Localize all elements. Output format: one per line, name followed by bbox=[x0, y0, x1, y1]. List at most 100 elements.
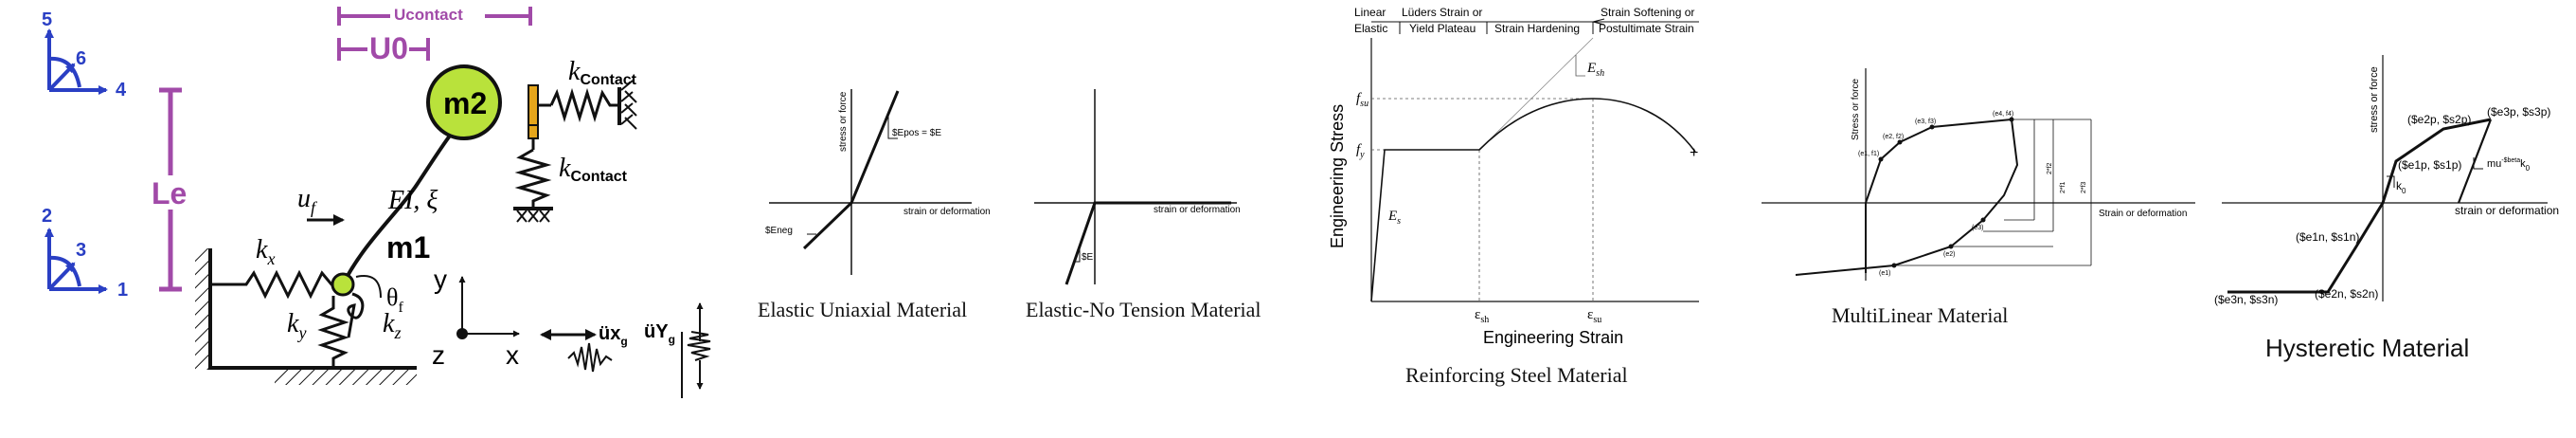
steel-h-yield: Yield Plateau bbox=[1409, 22, 1476, 35]
steel-h-elastic: Elastic bbox=[1354, 22, 1387, 35]
steel-panel: Linear Elastic Lüders Strain or Yield Pl… bbox=[1328, 6, 1699, 387]
global-axes bbox=[456, 276, 520, 339]
ent-e-label: $E bbox=[1082, 252, 1094, 263]
hy-k0-label: k0 bbox=[2396, 179, 2406, 195]
ent-xlabel: strain or deformation bbox=[1154, 205, 1241, 215]
contact-spring-vertical bbox=[513, 124, 553, 223]
steel-es-label: Es bbox=[1387, 209, 1401, 227]
hy-k0-triangle bbox=[2387, 175, 2395, 188]
ent-caption: Elastic-No Tension Material bbox=[1026, 298, 1261, 321]
uyg-label: üYg bbox=[644, 321, 675, 346]
ml-xlabel: Strain or deformation bbox=[2099, 209, 2187, 219]
kz-label: kz bbox=[383, 309, 401, 342]
steel-curve bbox=[1370, 98, 1696, 302]
axis-label-1: 1 bbox=[117, 280, 128, 301]
kz-spring bbox=[347, 292, 365, 338]
m2-label: m2 bbox=[443, 86, 487, 120]
m1-node bbox=[331, 272, 355, 297]
ml-neg-e2: (e2) bbox=[1943, 251, 1955, 258]
m1-label: m1 bbox=[386, 230, 430, 265]
steel-ylabel: Engineering Stress bbox=[1328, 104, 1347, 248]
steel-caption: Reinforcing Steel Material bbox=[1405, 363, 1628, 387]
elastic-eneg-label: $Eneg bbox=[765, 226, 793, 236]
steel-fy-label: fy bbox=[1356, 142, 1365, 160]
hy-n1: ($e1n, $s1n) bbox=[2296, 230, 2359, 244]
axis-label-2: 2 bbox=[42, 206, 52, 227]
ml-unload-branch bbox=[1795, 119, 2019, 276]
ml-neg-e3: (e3) bbox=[1972, 225, 1983, 231]
contact-spring-horizontal bbox=[528, 80, 637, 130]
hysteretic-panel: stress or force strain or deformation ($… bbox=[2214, 55, 2559, 362]
hy-p1: ($e1p, $s1p) bbox=[2398, 158, 2461, 172]
steel-eps-sh-label: εsh bbox=[1475, 307, 1489, 325]
hy-mu-triangle bbox=[2473, 157, 2483, 170]
ml-caption: MultiLinear Material bbox=[1832, 303, 2008, 327]
ml-pt-e1: (e1, f1) bbox=[1858, 151, 1879, 157]
elastic-caption: Elastic Uniaxial Material bbox=[758, 298, 967, 321]
ucontact-label: Ucontact bbox=[394, 6, 463, 24]
steel-xlabel: Engineering Strain bbox=[1483, 328, 1623, 347]
kcontact-bottom-label: kContact bbox=[559, 154, 628, 185]
theta-arrow bbox=[355, 275, 382, 299]
ml-pt-e3: (e3, f3) bbox=[1915, 119, 1936, 125]
hy-caption: Hysteretic Material bbox=[2265, 334, 2469, 362]
steel-esh-label: Esh bbox=[1586, 61, 1604, 79]
axis-label-4: 4 bbox=[116, 80, 127, 100]
axis-label-3: 3 bbox=[76, 240, 86, 261]
m2-mass bbox=[426, 64, 502, 140]
steel-eps-su-label: εsu bbox=[1587, 307, 1601, 325]
ent-panel: strain or deformation $E Elastic-No Tens… bbox=[1026, 89, 1261, 321]
steel-h-postult: Postultimate Strain bbox=[1599, 22, 1694, 35]
ky-label: ky bbox=[287, 309, 306, 342]
steel-h-linear: Linear bbox=[1354, 6, 1386, 19]
ml-points bbox=[1878, 117, 2014, 268]
ground-motion-y bbox=[681, 302, 711, 398]
ml-ylabel: Stress or force bbox=[1851, 79, 1861, 140]
model-panel: 5 6 4 2 3 1 Le Ucontact bbox=[42, 4, 711, 398]
ml-dim-f2: 2*f2 bbox=[2047, 162, 2053, 174]
hy-p3: ($e3p, $s3p) bbox=[2487, 105, 2550, 119]
steel-h-luders: Lüders Strain or bbox=[1402, 6, 1482, 19]
hy-envelope bbox=[2227, 118, 2492, 294]
u0-label: U0 bbox=[369, 31, 408, 65]
le-label: Le bbox=[152, 176, 187, 210]
theta-label: θf bbox=[386, 283, 403, 316]
uxg-label: üxg bbox=[599, 323, 628, 348]
elastic-ylabel: stress or force bbox=[838, 91, 849, 152]
elastic-epos-label: $Epos = $E bbox=[892, 128, 941, 138]
kx-label: kx bbox=[256, 235, 275, 268]
elastic-panel: stress or force strain or deformation $E… bbox=[758, 89, 991, 321]
steel-region-header bbox=[1371, 18, 1699, 34]
uf-label: uf bbox=[297, 184, 318, 217]
axes-rotation-bottom bbox=[45, 228, 108, 294]
steel-h-hardening: Strain Hardening bbox=[1494, 22, 1580, 35]
ground-support bbox=[210, 366, 417, 385]
hy-unload bbox=[2457, 119, 2493, 204]
ml-pos-branch bbox=[1865, 119, 2012, 204]
hy-n3: ($e3n, $s3n) bbox=[2214, 293, 2278, 306]
elastic-epos-triangle bbox=[887, 114, 898, 139]
axis-x-label: x bbox=[506, 340, 519, 370]
axis-y-label: y bbox=[434, 265, 447, 294]
ent-e-triangle bbox=[1074, 248, 1081, 263]
steel-h-softening: Strain Softening or bbox=[1601, 6, 1694, 19]
ent-curve bbox=[1064, 201, 1231, 285]
hy-n2: ($e2n, $s2n) bbox=[2315, 287, 2378, 301]
ml-dim-f1: 2*f1 bbox=[2060, 181, 2066, 193]
elastic-curve bbox=[802, 90, 900, 250]
axis-label-6: 6 bbox=[76, 48, 86, 69]
multilinear-panel: (e1, f1) (e2, f2) (e3, f3) (e4, f4) (e3)… bbox=[1762, 68, 2195, 327]
axis-label-5: 5 bbox=[42, 9, 52, 30]
elastic-xlabel: strain or deformation bbox=[903, 207, 991, 217]
steel-end-marker: + bbox=[1690, 145, 1698, 161]
ml-pt-e2: (e2, f2) bbox=[1883, 134, 1904, 140]
ground-motion-x bbox=[540, 329, 613, 373]
ml-neg-e1: (e1) bbox=[1879, 270, 1890, 277]
axis-z-label: z bbox=[432, 340, 445, 370]
hy-ylabel: stress or force bbox=[2369, 66, 2380, 133]
ei-label: EI, ξ bbox=[387, 186, 438, 215]
hy-p2: ($e2p, $s2p) bbox=[2407, 113, 2471, 126]
hy-mu-label: mu-$betak0 bbox=[2487, 157, 2531, 173]
hy-xlabel: strain or deformation bbox=[2455, 204, 2559, 217]
